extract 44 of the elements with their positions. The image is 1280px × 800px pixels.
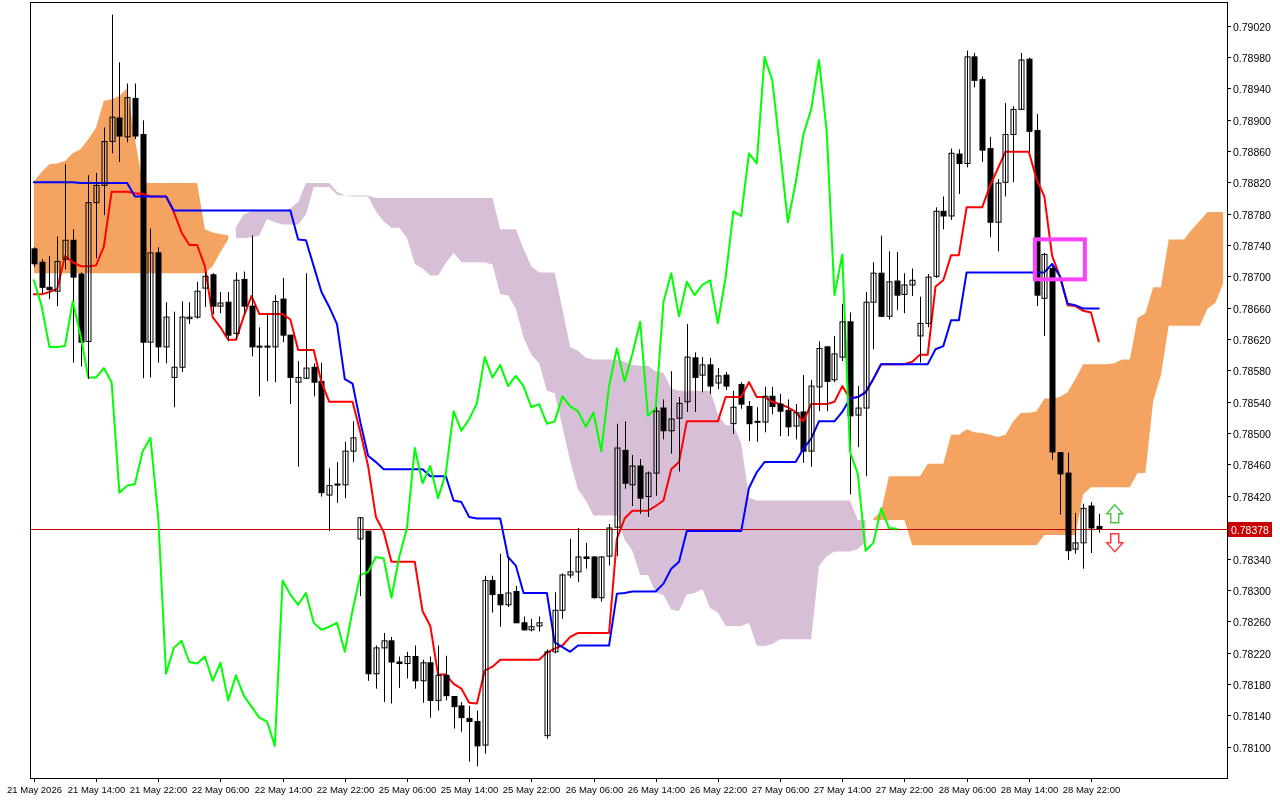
line-series [32, 55, 898, 747]
x-tick-label: 25 May 06:00 [378, 784, 437, 795]
y-tick-label: 0.78540 [1233, 396, 1272, 409]
y-tick-label: 0.78700 [1233, 270, 1272, 283]
y-tick-label: 0.78860 [1233, 145, 1272, 158]
x-tick-label: 21 May 22:00 [129, 784, 188, 795]
x-tick-label: 27 May 14:00 [813, 784, 872, 795]
x-tick-label: 21 May 2026 [7, 784, 62, 795]
x-tick-label: 25 May 22:00 [502, 784, 561, 795]
x-tick-label: 27 May 06:00 [751, 784, 810, 795]
x-tick-label: 26 May 14:00 [627, 784, 686, 795]
x-tick-label: 22 May 14:00 [254, 784, 313, 795]
x-tick-label: 22 May 22:00 [316, 784, 375, 795]
y-tick-label: 0.78820 [1233, 176, 1272, 189]
y-tick-label: 0.78140 [1233, 709, 1272, 722]
y-tick-label: 0.78740 [1233, 239, 1272, 252]
x-tick-label: 26 May 06:00 [565, 784, 624, 795]
x-tick-label: 28 May 22:00 [1062, 784, 1121, 795]
y-tick-label: 0.78900 [1233, 114, 1272, 127]
x-tick-label: 21 May 14:00 [67, 784, 126, 795]
y-tick-label: 0.78660 [1233, 302, 1272, 315]
ref-line-label: 0.78378 [1231, 523, 1270, 536]
y-tick-label: 0.79020 [1233, 20, 1272, 33]
y-tick-label: 0.78180 [1233, 678, 1272, 691]
y-tick-label: 0.78980 [1233, 51, 1272, 64]
y-tick-label: 0.78780 [1233, 208, 1272, 221]
x-tick-label: 28 May 14:00 [1000, 784, 1059, 795]
y-tick-label: 0.78620 [1233, 333, 1272, 346]
candlestick [730, 390, 737, 435]
x-tick-label: 22 May 06:00 [191, 784, 250, 795]
x-tick-label: 25 May 14:00 [440, 784, 499, 795]
y-tick-label: 0.78220 [1233, 647, 1272, 660]
x-tick-label: 27 May 22:00 [875, 784, 934, 795]
y-tick-label: 0.78420 [1233, 490, 1272, 503]
y-tick-label: 0.78460 [1233, 458, 1272, 471]
y-tick-label: 0.78940 [1233, 82, 1272, 95]
y-tick-label: 0.78500 [1233, 427, 1272, 440]
y-tick-label: 0.78100 [1233, 741, 1272, 754]
y-tick-label: 0.78300 [1233, 584, 1272, 597]
x-tick-label: 28 May 06:00 [938, 784, 997, 795]
x-tick-label: 26 May 22:00 [689, 784, 748, 795]
y-tick-label: 0.78580 [1233, 364, 1272, 377]
y-tick-label: 0.78340 [1233, 553, 1272, 566]
y-tick-label: 0.78260 [1233, 615, 1272, 628]
